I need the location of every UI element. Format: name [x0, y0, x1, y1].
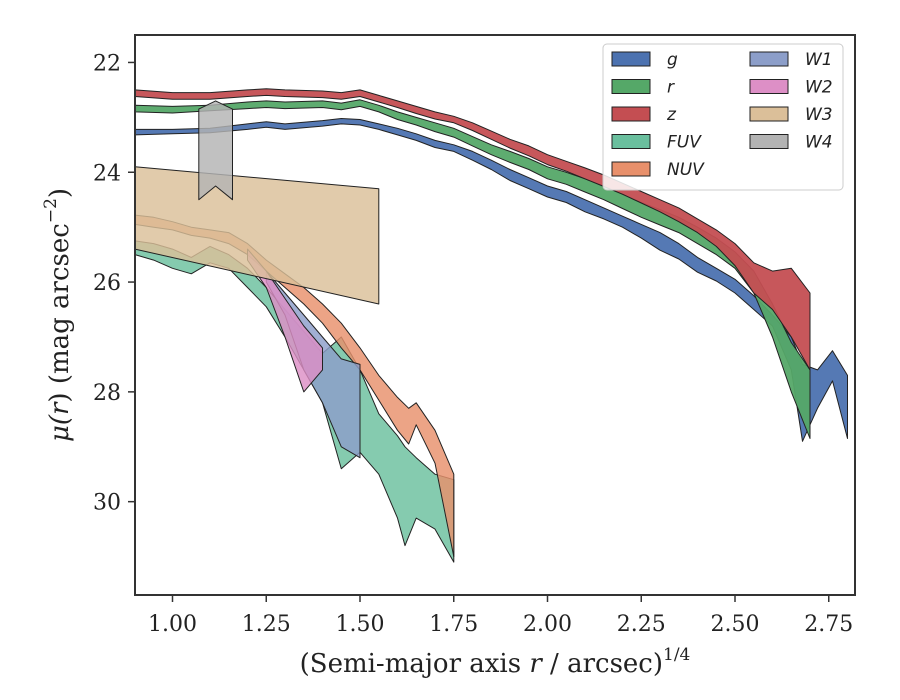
x-axis-label: (Semi-major axis r / arcsec)1/4 — [300, 645, 691, 679]
y-tick-label: 22 — [93, 51, 121, 76]
legend-swatch-w3 — [749, 106, 789, 122]
x-tick-label: 2.50 — [711, 612, 760, 637]
series-band-r — [134, 99, 811, 439]
legend-swatch-z — [611, 106, 651, 122]
x-axis: 1.00 1.25 1.50 1.75 2.00 2.25 2.50 2.75 — [148, 595, 853, 637]
y-tick-label: 28 — [93, 381, 121, 406]
legend-swatch-w4 — [749, 134, 789, 149]
series-band-w2 — [247, 248, 323, 393]
x-tick-label: 1.50 — [336, 612, 385, 637]
plot-frame — [134, 34, 856, 596]
x-tick-label: 2.00 — [523, 612, 572, 637]
legend-label-z: z — [666, 105, 677, 125]
legend-label-fuv: FUV — [667, 133, 702, 153]
x-tick-label: 2.75 — [804, 612, 853, 637]
legend-swatch-w2 — [749, 79, 789, 94]
y-tick-label: 26 — [93, 271, 121, 296]
series-layer — [134, 88, 848, 563]
y-axis: 22 24 26 28 30 — [93, 51, 135, 516]
legend-label-w4: W4 — [805, 133, 833, 153]
legend-swatch-w1 — [749, 51, 789, 67]
y-tick-label: 24 — [93, 161, 121, 186]
legend-label-w2: W2 — [805, 78, 833, 98]
legend-label-g: g — [667, 50, 678, 70]
series-band-w4 — [198, 100, 233, 201]
legend-swatch-r — [611, 79, 651, 94]
x-tick-label: 2.25 — [617, 612, 666, 637]
series-band-g — [134, 118, 848, 442]
legend-label-r: r — [667, 78, 675, 98]
legend-label-w1: W1 — [805, 50, 833, 70]
legend-swatch-fuv — [611, 134, 651, 149]
legend-label-w3: W3 — [805, 105, 833, 125]
x-tick-label: 1.75 — [429, 612, 478, 637]
legend-swatch-nuv — [611, 161, 651, 177]
x-tick-label: 1.25 — [242, 612, 291, 637]
y-tick-label: 30 — [93, 491, 121, 516]
legend-label-nuv: NUV — [667, 160, 705, 180]
series-band-z — [134, 88, 811, 371]
legend: grz FUV NUV W1 W2 W3 W4 — [602, 43, 844, 191]
legend-swatch-g — [611, 51, 651, 67]
y-axis-label: μ(r) (mag arcsec−2) — [41, 188, 75, 442]
x-tick-label: 1.00 — [148, 612, 197, 637]
